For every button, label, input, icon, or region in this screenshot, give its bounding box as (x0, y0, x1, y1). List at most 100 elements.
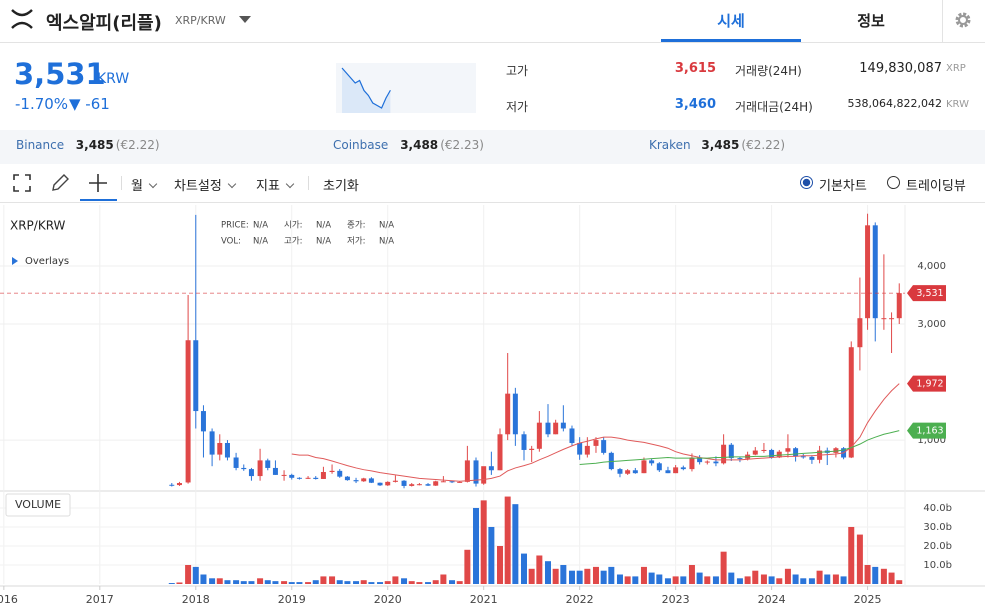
candle-body (800, 456, 806, 458)
volume-bar (616, 574, 623, 584)
x-tick-label: 2021 (470, 593, 498, 606)
divider (942, 0, 943, 42)
candle-body (601, 440, 607, 453)
volume-bar (264, 580, 271, 584)
volume-bar (320, 576, 327, 584)
change: ▼ -61 (69, 95, 110, 113)
candle-body (625, 470, 631, 474)
y-tick-label: 3,000 (917, 319, 946, 330)
candle-body (265, 460, 271, 468)
menu[interactable]: 월 (131, 175, 156, 194)
candle-body (392, 480, 398, 482)
candle-body (377, 482, 383, 486)
info-label: VOL: (221, 237, 241, 247)
moving-average (291, 383, 900, 482)
exchange-name[interactable]: Kraken (649, 138, 691, 152)
volume-bar (200, 574, 207, 584)
tab[interactable]: 정보 (857, 12, 885, 30)
crosshair[interactable] (88, 173, 108, 193)
volume-bar (464, 549, 471, 584)
candle-body (617, 469, 623, 474)
overlays[interactable]: Overlays (25, 256, 69, 267)
volume-bar (864, 564, 871, 584)
exchange-eur: (€2.22) (741, 138, 786, 152)
info-value: N/A (316, 237, 331, 247)
candle-body (185, 340, 191, 483)
sparkline-area (342, 68, 391, 113)
candle-body (457, 481, 463, 483)
candle-body (433, 481, 439, 486)
tool-active (80, 199, 117, 201)
volume-bar (329, 576, 336, 584)
candle-body (713, 461, 719, 464)
volume-bar (504, 496, 511, 584)
volume-bar (632, 576, 639, 584)
volume-bar (552, 568, 559, 584)
stat-unit: KRW (946, 99, 969, 110)
menu[interactable]: 지표 (256, 175, 293, 194)
stat-value: 538,064,822,042 (847, 97, 942, 110)
volume-bar (896, 580, 903, 584)
reset[interactable]: 초기화 (323, 179, 359, 194)
divider (0, 42, 985, 43)
stat-label: 거래대금(24H) (735, 100, 813, 114)
overlays-icon[interactable] (12, 257, 18, 265)
menu[interactable]: 차트설정 (174, 175, 235, 194)
price-tag-label: 1,163 (916, 426, 943, 437)
volume-bar (672, 576, 679, 584)
candle-body (257, 460, 263, 477)
x-tick-label: 2025 (854, 593, 882, 606)
volume-bar (257, 578, 264, 584)
volume-bar (800, 578, 807, 584)
volume-bar (368, 582, 375, 584)
volume-bar (760, 574, 767, 584)
candle-body (769, 449, 775, 458)
candle-body (169, 484, 175, 486)
candle-body (296, 477, 302, 479)
v-tick-label: 30.0b (923, 522, 952, 533)
price-tag (907, 285, 946, 302)
volume-bar (848, 526, 855, 584)
candle-body (857, 318, 863, 348)
volume-bar (600, 570, 607, 584)
volume-bar (880, 568, 887, 584)
radio-label[interactable]: 기본차트 (819, 179, 867, 194)
radio-label[interactable]: 트레이딩뷰 (906, 179, 966, 194)
exchange-name[interactable]: Binance (16, 138, 65, 152)
candle-body (536, 422, 542, 449)
stat-value: 3,460 (674, 97, 716, 112)
candle-body (281, 474, 287, 476)
candle-body (665, 470, 671, 474)
settings[interactable] (954, 11, 972, 29)
tab-active[interactable]: 시세 (717, 12, 745, 30)
radio[interactable] (800, 176, 813, 189)
draw-tool[interactable] (50, 173, 70, 193)
exchange-name[interactable]: Coinbase (333, 138, 389, 152)
candle-body (440, 481, 446, 483)
volume-bar (840, 576, 847, 584)
candle-body (865, 225, 871, 319)
candle-body (569, 428, 575, 443)
candle-body (313, 477, 319, 479)
candle-body (593, 440, 599, 446)
volume-bar (456, 581, 463, 584)
candle-body (776, 451, 782, 458)
dropdown[interactable] (238, 15, 252, 24)
candle-body (584, 445, 590, 455)
candle-body (793, 448, 799, 457)
candle-body (641, 460, 647, 474)
volume-bar (392, 576, 399, 584)
volume-bar (688, 564, 695, 584)
fullscreen[interactable] (13, 174, 31, 192)
logo (11, 9, 33, 29)
y-tick-label: 4,000 (917, 261, 946, 272)
v-tick-label: 40.0b (923, 503, 952, 514)
info-label: 종가: (347, 221, 366, 231)
tab-underline (661, 39, 801, 42)
price-tag (907, 422, 946, 439)
radio[interactable] (887, 176, 900, 189)
candle-body (649, 460, 655, 464)
x-tick-label: 2022 (566, 593, 594, 606)
info-label: 시가: (284, 221, 303, 231)
candle-body (737, 458, 743, 460)
